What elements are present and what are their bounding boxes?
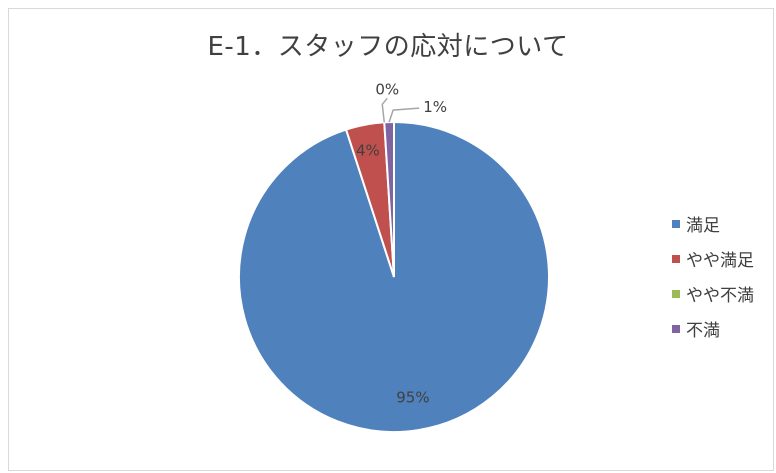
legend-item-manzoku: 満足 [672, 206, 754, 241]
legend-item-yaya-manzoku: やや満足 [672, 241, 754, 276]
pie-slice [383, 120, 395, 278]
legend-item-yaya-fuman: やや不満 [672, 276, 754, 311]
data-label: 0% [375, 80, 399, 98]
leader-line [388, 107, 420, 123]
legend-item-fuman: 不満 [672, 311, 754, 346]
legend-label: やや満足 [686, 251, 754, 271]
data-label: 95% [396, 388, 429, 406]
legend-swatch [672, 324, 680, 333]
data-label: 4% [356, 142, 380, 160]
legend-label: やや不満 [686, 286, 754, 306]
data-label: 1% [423, 98, 447, 116]
legend-label: 満足 [686, 216, 720, 236]
legend-swatch [672, 289, 680, 298]
legend: 満足 やや満足 やや不満 不満 [672, 206, 754, 346]
leader-line [381, 97, 388, 123]
chart-title: E-1．スタッフの応対について [207, 32, 569, 62]
legend-swatch [672, 254, 680, 263]
legend-label: 不満 [686, 321, 720, 341]
legend-swatch [672, 219, 680, 228]
